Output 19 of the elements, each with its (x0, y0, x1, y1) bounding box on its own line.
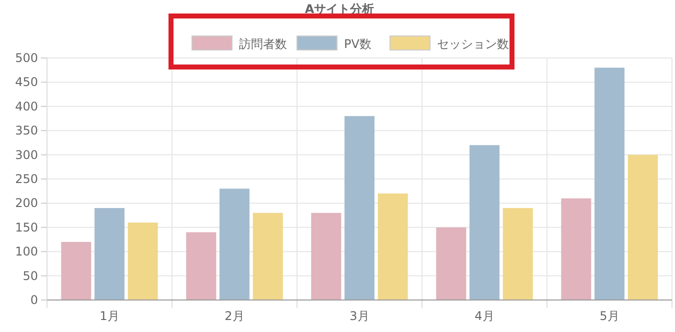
y-tick-label: 300 (15, 148, 38, 162)
y-tick-label: 100 (15, 244, 38, 259)
x-tick-label: 5月 (600, 309, 620, 323)
x-tick-label: 1月 (100, 309, 120, 323)
legend-label: 訪問者数 (239, 37, 287, 51)
y-tick-label: 150 (15, 220, 38, 234)
x-tick-label: 3月 (350, 309, 370, 323)
y-tick-label: 250 (15, 172, 38, 186)
y-tick-label: 200 (15, 196, 38, 210)
legend-label: PV数 (344, 37, 372, 51)
x-tick-label: 2月 (224, 309, 244, 323)
y-tick-label: 400 (15, 99, 38, 114)
x-tick-label: 4月 (474, 309, 494, 323)
legend-label: セッション数 (437, 37, 509, 51)
y-tick-label: 350 (15, 124, 38, 138)
y-tick-label: 500 (15, 51, 38, 65)
y-tick-label: 50 (22, 268, 38, 283)
y-tick-label: 0 (30, 293, 38, 307)
y-tick-label: 450 (15, 75, 38, 90)
